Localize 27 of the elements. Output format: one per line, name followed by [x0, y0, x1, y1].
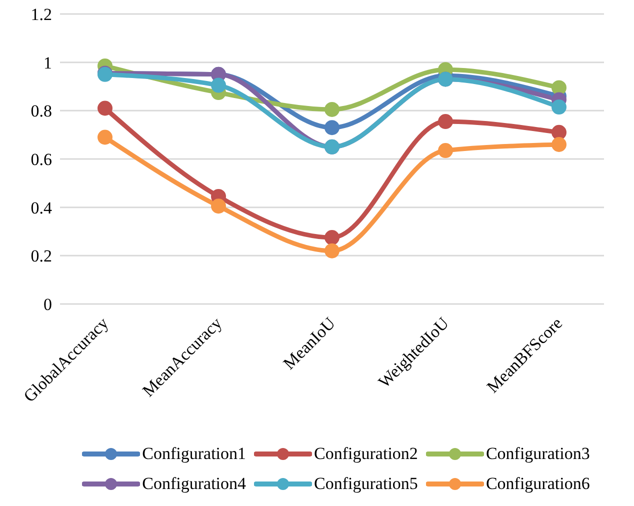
legend-label: Configuration4 [142, 474, 246, 494]
legend-label: Configuration5 [314, 474, 418, 494]
point [324, 102, 340, 117]
y-tick-label: 0.4 [30, 198, 52, 218]
legend-label: Configuration1 [142, 444, 246, 464]
point [324, 243, 340, 258]
y-tick-label: 0.2 [30, 246, 52, 266]
point [98, 130, 112, 145]
y-tick-label: 0.8 [30, 102, 52, 121]
point [98, 100, 112, 116]
legend-label: Configuration6 [486, 474, 590, 494]
point [438, 114, 453, 130]
point [324, 230, 340, 246]
point [552, 80, 566, 96]
legend-label: Configuration2 [314, 444, 418, 464]
y-tick-label: 1.2 [30, 5, 52, 24]
point [552, 124, 566, 140]
y-tick-label: 1 [44, 53, 52, 72]
point [552, 137, 566, 152]
point [211, 78, 226, 93]
y-tick-label: 0.6 [30, 150, 52, 170]
point [211, 198, 226, 214]
legend-label: Configuration3 [486, 444, 590, 464]
point [552, 100, 566, 115]
y-tick-label: 0 [44, 295, 52, 314]
point [438, 143, 453, 158]
point [324, 120, 340, 136]
